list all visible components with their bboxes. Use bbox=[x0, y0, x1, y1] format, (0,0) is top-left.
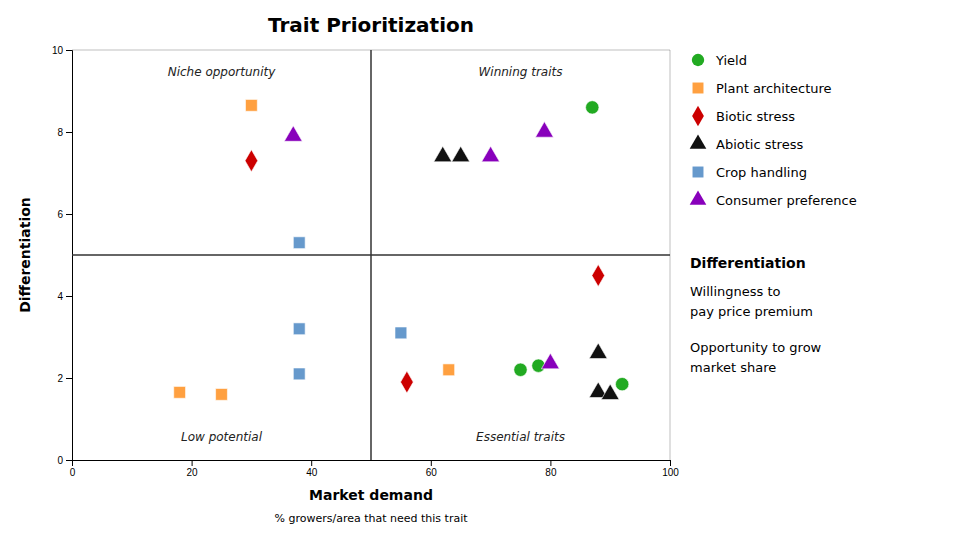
x-tick-mark bbox=[311, 460, 312, 466]
point bbox=[284, 126, 302, 142]
y-tick-mark bbox=[66, 296, 72, 297]
legend-swatch bbox=[692, 106, 704, 126]
x-tick-mark bbox=[192, 460, 193, 466]
y-tick-label: 4 bbox=[57, 291, 63, 302]
series bbox=[514, 101, 629, 391]
series bbox=[174, 99, 455, 400]
legend-label: Yield bbox=[715, 53, 747, 68]
series bbox=[284, 122, 559, 369]
y-axis-title: Differentiation bbox=[17, 197, 33, 313]
notes-title: Differentiation bbox=[690, 255, 806, 271]
point bbox=[174, 386, 186, 398]
point bbox=[592, 264, 605, 286]
point bbox=[245, 99, 257, 111]
plot: 0 20 40 60 80 100 0 2 4 6 8 10 Niche opportunity Winn… bbox=[52, 45, 679, 478]
point bbox=[535, 122, 553, 138]
x-tick-label: 0 bbox=[70, 467, 76, 478]
legend-label: Consumer preference bbox=[716, 193, 857, 208]
note-line: Willingness to bbox=[690, 284, 781, 299]
x-tick: 40 bbox=[306, 460, 318, 478]
note-line: pay price premium bbox=[690, 304, 813, 319]
point bbox=[293, 323, 305, 335]
legend-label: Plant architecture bbox=[716, 81, 832, 96]
point bbox=[216, 388, 228, 400]
y-axis: 0 2 4 6 8 10 bbox=[52, 45, 73, 466]
point bbox=[601, 384, 619, 400]
annotations: Niche opportunity Winning traits Low poten… bbox=[168, 65, 565, 444]
y-tick-label: 8 bbox=[57, 127, 63, 138]
y-tick: 8 bbox=[57, 127, 72, 138]
x-tick-label: 100 bbox=[662, 467, 679, 478]
point bbox=[401, 371, 414, 393]
x-tick-mark bbox=[550, 460, 551, 466]
point bbox=[245, 150, 258, 172]
y-axis-line bbox=[66, 51, 73, 461]
legend-swatch bbox=[693, 83, 704, 94]
y-tick-mark bbox=[66, 460, 72, 461]
point bbox=[395, 327, 407, 339]
note-line: market share bbox=[690, 360, 776, 375]
y-tick: 4 bbox=[57, 291, 72, 302]
x-tick: 20 bbox=[187, 460, 199, 478]
y-tick-label: 2 bbox=[57, 373, 63, 384]
title: Trait Prioritization bbox=[268, 13, 474, 37]
side-notes: Differentiation Willingness to pay price p… bbox=[690, 255, 822, 375]
point bbox=[615, 377, 628, 390]
series bbox=[293, 237, 406, 380]
divider-y bbox=[72, 254, 670, 256]
point bbox=[482, 146, 500, 162]
series bbox=[434, 146, 619, 399]
y-tick: 2 bbox=[57, 373, 72, 384]
point bbox=[293, 368, 305, 380]
x-tick-mark bbox=[431, 460, 432, 466]
legend-label: Biotic stress bbox=[716, 109, 795, 124]
quadrant-label: Essential traits bbox=[476, 430, 565, 444]
point bbox=[443, 364, 455, 376]
x-axis-title: Market demand bbox=[309, 487, 433, 503]
legend-swatch bbox=[690, 134, 707, 148]
point bbox=[452, 146, 470, 162]
series bbox=[245, 150, 605, 393]
y-tick-mark bbox=[66, 50, 72, 51]
y-tick-mark bbox=[66, 378, 72, 379]
x-axis-note: % growers/area that need this trait bbox=[274, 512, 468, 525]
point bbox=[514, 363, 527, 376]
marks bbox=[72, 50, 670, 460]
x-tick-mark bbox=[670, 460, 671, 466]
y-tick-mark bbox=[66, 132, 72, 133]
quadrant-label: Niche opportunity bbox=[168, 65, 277, 79]
x-tick: 100 bbox=[662, 460, 679, 478]
y-tick: 10 bbox=[52, 45, 72, 56]
legend-swatch bbox=[690, 190, 707, 204]
x-tick: 0 bbox=[70, 460, 76, 478]
x-axis: 0 20 40 60 80 100 bbox=[70, 460, 680, 478]
y-tick: 6 bbox=[57, 209, 72, 220]
point bbox=[293, 237, 305, 249]
legend-label: Crop handling bbox=[716, 165, 807, 180]
legend: Yield Plant architecture Biotic stress Abio… bbox=[690, 53, 857, 208]
chart: 0 20 40 60 80 100 0 2 4 6 8 10 Niche opportunity Winn… bbox=[0, 0, 960, 540]
y-tick-label: 0 bbox=[57, 455, 63, 466]
y-tick-label: 6 bbox=[57, 209, 63, 220]
quadrant-label: Winning traits bbox=[478, 65, 562, 79]
x-tick-label: 60 bbox=[426, 467, 438, 478]
legend-label: Abiotic stress bbox=[716, 137, 803, 152]
y-tick-mark bbox=[66, 214, 72, 215]
point bbox=[434, 146, 452, 162]
x-tick-label: 80 bbox=[545, 467, 557, 478]
x-tick: 60 bbox=[426, 460, 438, 478]
x-tick: 80 bbox=[545, 460, 557, 478]
x-axis-line bbox=[73, 461, 671, 467]
quadrant-label: Low potential bbox=[181, 430, 263, 444]
y-tick: 0 bbox=[57, 455, 72, 466]
point bbox=[541, 353, 559, 369]
note-line: Opportunity to grow bbox=[690, 340, 822, 355]
legend-swatch bbox=[692, 54, 704, 66]
legend-swatch bbox=[693, 167, 704, 178]
x-tick-label: 40 bbox=[306, 467, 318, 478]
point bbox=[589, 343, 607, 359]
y-tick-label: 10 bbox=[52, 45, 64, 56]
point bbox=[586, 101, 599, 114]
x-tick-label: 20 bbox=[187, 467, 199, 478]
